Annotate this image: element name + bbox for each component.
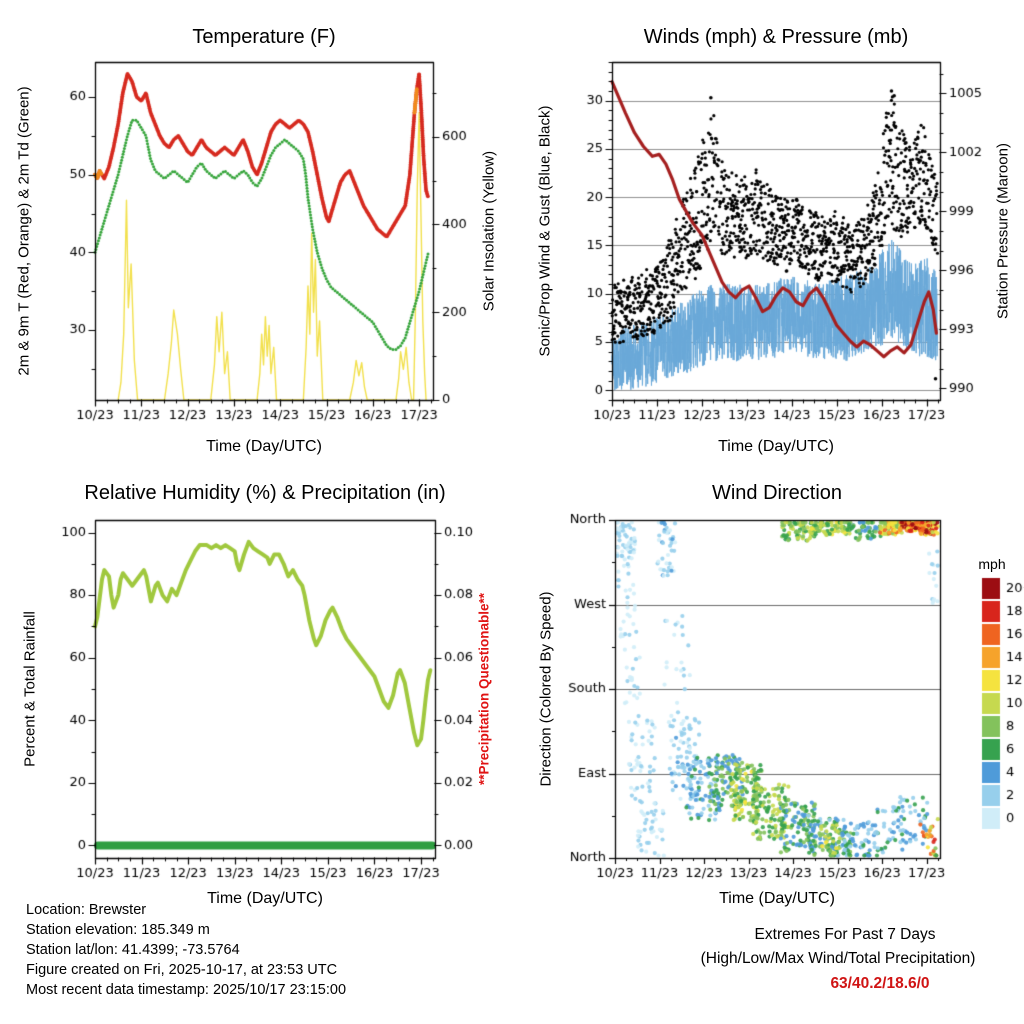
footer-created: Figure created on Fri, 2025-10-17, at 23… bbox=[26, 962, 338, 978]
temperature-chart-canvas bbox=[0, 0, 512, 470]
extremes-line1: Extremes For Past 7 Days bbox=[754, 926, 936, 943]
winds-pressure-xlabel: Time (Day/UTC) bbox=[718, 438, 834, 455]
wind-direction-title: Wind Direction bbox=[711, 482, 843, 504]
footer-elevation: Station elevation: 185.349 m bbox=[26, 922, 210, 938]
temperature-ylabel-left: 2m & 9m T (Red, Orange) & 2m Td (Green) bbox=[15, 86, 33, 376]
extremes-line2: (High/Low/Max Wind/Total Precipitation) bbox=[700, 950, 976, 967]
precip-questionable-warning: **Precipitation Questionable** bbox=[476, 592, 492, 786]
winds-ylabel-left: Sonic/Prop Wind & Gust (Blue, Black) bbox=[536, 105, 554, 357]
humidity-precip-xlabel: Time (Day/UTC) bbox=[207, 890, 323, 907]
colorbar-title: mph bbox=[978, 556, 1006, 572]
footer-location: Location: Brewster bbox=[26, 902, 147, 918]
wind-direction-ylabel-left: Direction (Colored By Speed) bbox=[537, 591, 555, 787]
wind-direction-xlabel: Time (Day/UTC) bbox=[719, 890, 835, 907]
humidity-ylabel-left: Percent & Total Rainfall bbox=[21, 611, 39, 767]
extremes-values: 63/40.2/18.6/0 bbox=[830, 975, 930, 992]
temperature-ylabel-right: Solar Insolation (Yellow) bbox=[480, 150, 498, 312]
temperature-title: Temperature (F) bbox=[192, 26, 336, 48]
pressure-ylabel-right: Station Pressure (Maroon) bbox=[994, 143, 1012, 319]
winds-pressure-chart-canvas bbox=[512, 0, 1024, 470]
humidity-precip-chart-canvas bbox=[0, 470, 512, 910]
footer-latlon: Station lat/lon: 41.4399; -73.5764 bbox=[26, 942, 240, 958]
humidity-precip-title: Relative Humidity (%) & Precipitation (i… bbox=[84, 482, 446, 504]
footer-timestamp: Most recent data timestamp: 2025/10/17 2… bbox=[26, 982, 347, 998]
wind-direction-chart-canvas bbox=[512, 470, 1024, 910]
winds-pressure-title: Winds (mph) & Pressure (mb) bbox=[643, 26, 909, 48]
temperature-xlabel: Time (Day/UTC) bbox=[206, 438, 322, 455]
